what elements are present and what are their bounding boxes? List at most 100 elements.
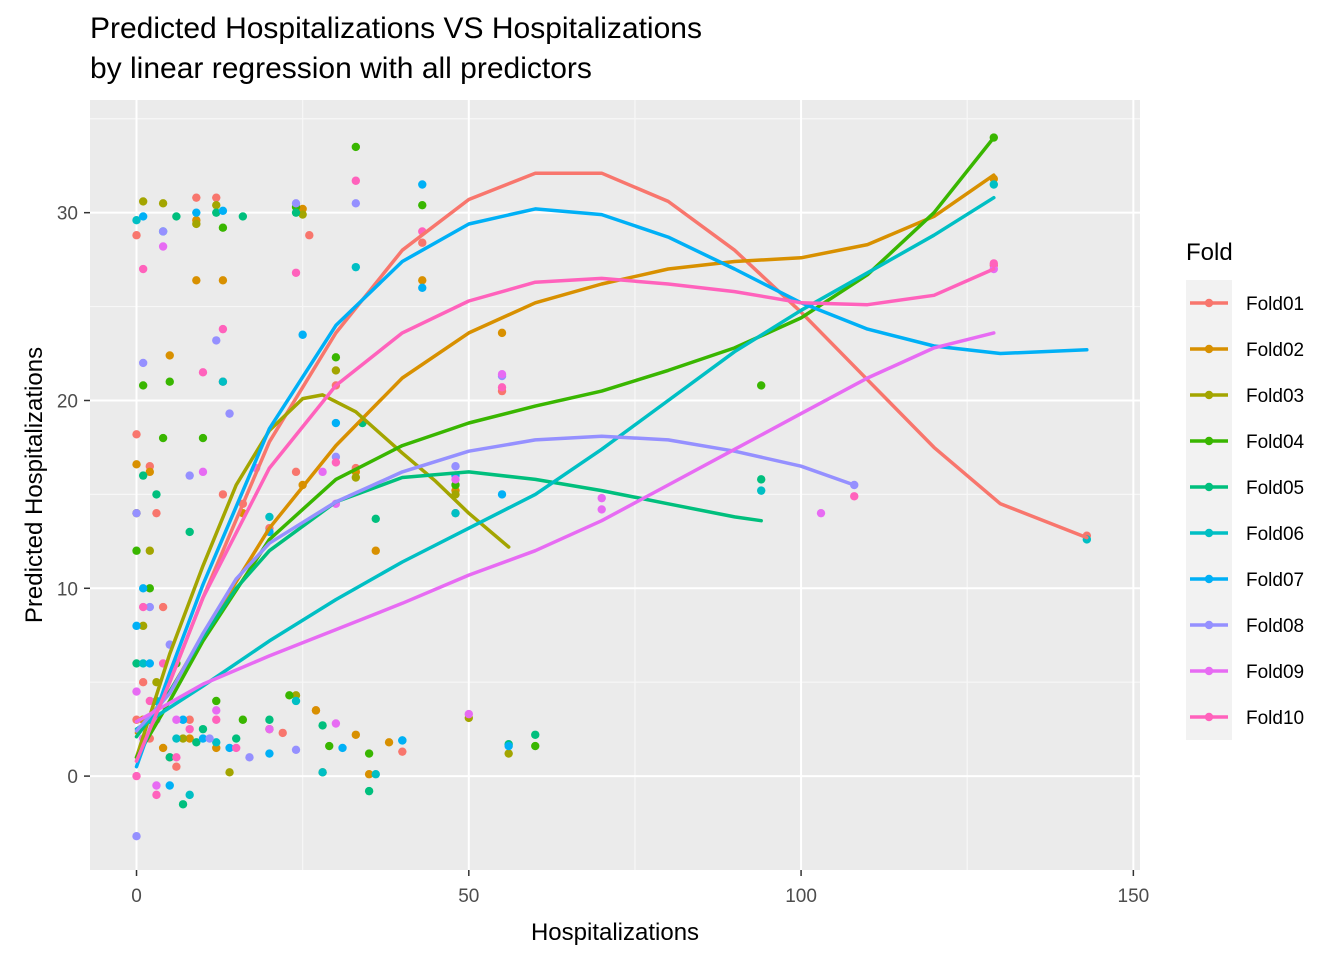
data-point-fold02: [192, 276, 201, 285]
data-point-fold09: [212, 706, 221, 715]
data-point-fold04: [145, 584, 155, 593]
trend-line-fold10: [134, 267, 996, 763]
data-point-fold07: [218, 206, 228, 216]
data-point-fold03: [138, 621, 148, 631]
data-point-fold10: [989, 259, 998, 268]
data-point-fold08: [132, 508, 141, 518]
data-point-fold05: [364, 786, 374, 796]
data-point-fold05: [172, 212, 181, 221]
legend-label-fold08: Fold08: [1246, 616, 1304, 637]
y-axis-title: Predicted Hospitalizations: [21, 347, 48, 623]
data-point-fold01: [398, 747, 407, 756]
legend-dot: [1204, 712, 1214, 722]
data-point-fold10: [198, 368, 208, 377]
data-point-fold09: [497, 369, 507, 379]
y-tick-label: 0: [67, 767, 78, 788]
data-point-fold10: [185, 724, 194, 734]
data-point-fold08: [225, 409, 234, 418]
y-axis: 0 10 20 30: [57, 204, 90, 788]
x-tick-label: 0: [131, 886, 142, 907]
data-point-fold07: [418, 180, 427, 189]
data-point-fold05: [318, 721, 327, 730]
data-point-fold09: [331, 719, 341, 728]
data-point-fold08: [185, 471, 194, 480]
data-point-fold10: [850, 492, 859, 501]
data-point-fold01: [291, 467, 301, 477]
data-point-fold07: [192, 208, 201, 217]
legend-label-fold06: Fold06: [1246, 524, 1304, 545]
data-point-fold08: [245, 753, 254, 762]
legend-label-fold09: Fold09: [1246, 662, 1304, 683]
x-tick-label: 50: [458, 886, 479, 907]
data-point-fold01: [278, 728, 287, 738]
data-point-fold05: [291, 208, 301, 217]
data-point-fold01: [418, 238, 427, 247]
data-point-fold06: [212, 738, 221, 747]
data-point-fold02: [311, 706, 321, 715]
data-point-fold01: [185, 715, 194, 724]
data-point-fold10: [331, 458, 341, 467]
data-point-fold10: [145, 696, 155, 706]
data-point-fold10: [232, 743, 241, 753]
data-point-fold01: [212, 193, 221, 202]
y-tick-label: 10: [57, 579, 78, 600]
data-point-fold08: [132, 831, 141, 841]
data-point-fold01: [138, 677, 148, 687]
data-point-fold09: [597, 493, 606, 503]
data-points: [132, 133, 1092, 841]
data-point-fold07: [504, 741, 513, 751]
data-point-fold02: [351, 730, 361, 739]
data-point-fold05: [185, 527, 194, 537]
data-point-fold05: [138, 471, 148, 480]
x-axis: 0 50 100 150: [131, 870, 1149, 907]
data-point-fold05: [178, 800, 188, 809]
data-point-fold03: [138, 197, 148, 206]
data-point-fold09: [152, 781, 161, 790]
data-point-fold04: [218, 223, 228, 232]
data-point-fold07: [145, 659, 155, 668]
data-point-fold01: [152, 508, 161, 518]
data-point-fold04: [351, 142, 361, 152]
grid-major: [90, 100, 1140, 870]
data-point-fold02: [165, 351, 174, 360]
legend-dot: [1204, 528, 1214, 538]
data-point-fold06: [291, 696, 301, 706]
data-point-fold09: [265, 724, 274, 734]
data-point-fold07: [225, 743, 234, 753]
legend-dot: [1204, 298, 1214, 308]
y-tick-label: 30: [57, 204, 78, 225]
data-point-fold08: [351, 199, 361, 208]
data-point-fold02: [497, 328, 507, 338]
data-point-fold01: [172, 762, 181, 771]
data-point-fold01: [192, 193, 201, 202]
legend-label-fold07: Fold07: [1246, 570, 1304, 591]
data-point-fold03: [351, 473, 361, 482]
data-point-fold05: [212, 208, 221, 217]
data-point-fold02: [185, 734, 194, 743]
trend-line-fold09: [134, 331, 996, 724]
data-point-fold07: [132, 621, 141, 631]
data-point-fold06: [318, 768, 327, 777]
data-point-fold04: [285, 691, 294, 700]
data-point-fold04: [418, 200, 427, 210]
data-point-fold10: [497, 383, 507, 392]
data-point-fold07: [298, 330, 307, 339]
chart-subtitle: by linear regression with all predictors: [90, 52, 592, 85]
data-point-fold08: [291, 745, 301, 755]
data-point-fold07: [497, 490, 507, 499]
data-point-fold10: [138, 264, 148, 274]
data-point-fold02: [158, 743, 168, 753]
data-point-fold02: [364, 770, 374, 779]
data-point-fold09: [198, 467, 208, 477]
data-point-fold09: [172, 715, 181, 724]
data-point-fold06: [138, 659, 148, 668]
data-point-fold05: [757, 475, 766, 484]
data-point-fold07: [138, 584, 148, 593]
data-point-fold06: [185, 790, 194, 800]
data-point-fold02: [384, 738, 394, 747]
data-point-fold05: [152, 490, 161, 499]
data-point-fold07: [178, 715, 188, 724]
data-point-fold03: [331, 366, 341, 375]
data-point-fold10: [351, 176, 361, 185]
